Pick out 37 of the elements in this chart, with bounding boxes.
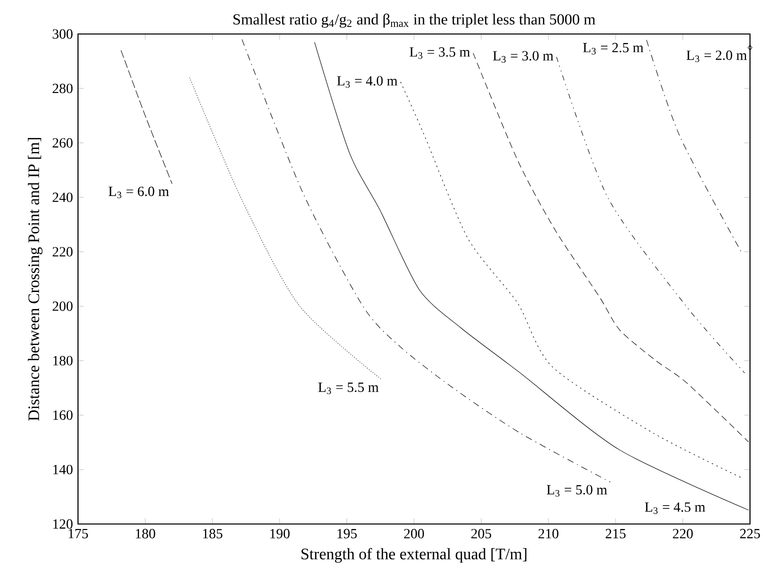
y-tick-label: 200 xyxy=(52,302,73,311)
x-tick-label: 195 xyxy=(338,528,357,538)
line-series xyxy=(400,82,742,478)
y-axis-title: Distance between Crossing Point and IP [m] xyxy=(28,138,42,421)
x-tick-label: 185 xyxy=(203,528,222,538)
y-tick-label: 260 xyxy=(52,138,73,148)
x-tick-label: 205 xyxy=(471,528,492,538)
x-tick-label: 200 xyxy=(404,528,424,538)
series-label: L$_{3}$ = 5.0 m xyxy=(546,485,608,497)
series-label: L$_{3}$ = 4.0 m xyxy=(337,76,398,88)
series-label: L$_{3}$ = 2.5 m xyxy=(583,42,644,54)
y-tick-label: 300 xyxy=(52,29,73,39)
series-label: L$_{3}$ = 3.0 m xyxy=(493,51,554,63)
y-tick-label: 120 xyxy=(53,519,73,529)
x-tick-label: 175 xyxy=(68,528,88,538)
y-tick-label: 220 xyxy=(52,247,73,257)
y-tick-label: 180 xyxy=(53,356,73,366)
x-tick-label: 220 xyxy=(672,528,693,538)
series-label: L$_{3}$ = 3.5 m xyxy=(410,47,470,59)
x-tick-label: 180 xyxy=(136,528,156,538)
series-label: L$_{3}$ = 2.0 m xyxy=(686,50,747,62)
y-tick-label: 140 xyxy=(53,464,73,474)
series-label: L$_{3}$ = 5.5 m xyxy=(318,382,379,394)
x-tick-label: 210 xyxy=(538,528,558,538)
series-label: L$_{3}$ = 4.5 m xyxy=(644,502,706,514)
x-tick-label: 190 xyxy=(270,528,290,538)
line-series xyxy=(472,52,749,442)
x-tick-label: 215 xyxy=(606,528,626,538)
line-series xyxy=(189,77,382,380)
y-tick-label: 280 xyxy=(52,84,73,94)
x-tick-label: 225 xyxy=(740,528,760,538)
x-axis-title: Strength of the external quad [T/m] xyxy=(302,548,526,563)
series-label: L$_{3}$ = 6.0 m xyxy=(108,186,169,198)
chart-title: Smallest ratio g$_{4}$/g$_{2}$ and β$_{max}$ in the triplet less than 5000 m xyxy=(233,14,596,28)
y-tick-label: 160 xyxy=(53,410,73,420)
y-tick-label: 240 xyxy=(52,192,73,202)
line-series xyxy=(242,39,610,482)
